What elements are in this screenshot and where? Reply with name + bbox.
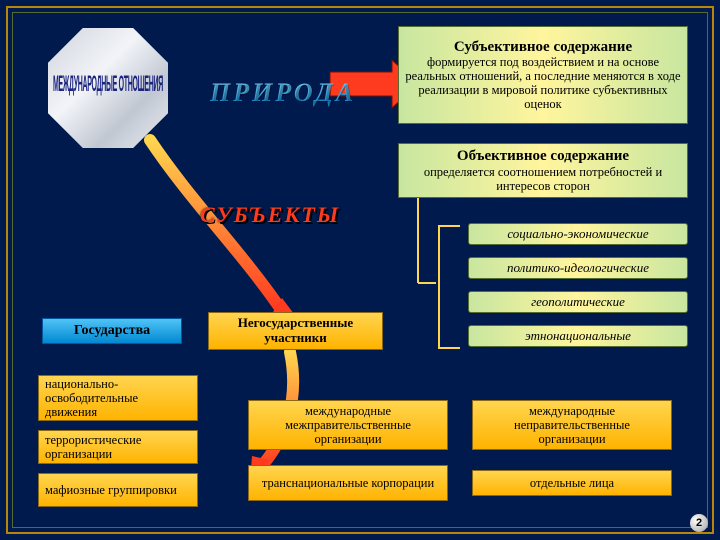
topic-octagon: МЕЖДУНАРОДНЫЕ ОТНОШЕНИЯ [48, 28, 168, 148]
box-states: Государства [42, 318, 182, 344]
page-number-badge: 2 [690, 514, 708, 532]
interest-item: социально-экономические [468, 223, 688, 245]
interest-item: политико-идеологические [468, 257, 688, 279]
box-subjective: Субъективное содержание формируется под … [398, 26, 688, 124]
subjective-title: Субъективное содержание [454, 39, 632, 56]
subjective-body: формируется под воздействием и на основе… [405, 55, 681, 111]
objective-body: определяется соотношением потребностей и… [405, 165, 681, 193]
bottom-grid-item: международные неправительственные органи… [472, 400, 672, 450]
left-list-item: мафиозные группировки [38, 473, 198, 507]
objective-title: Объективное содержание [457, 148, 629, 165]
bottom-grid-item: отдельные лица [472, 470, 672, 496]
label-subjects: СУБЪЕКТЫ [200, 202, 340, 228]
left-list-item: террористические организации [38, 430, 198, 464]
slide-canvas: МЕЖДУНАРОДНЫЕ ОТНОШЕНИЯ ПРИРОДА СУБЪЕКТЫ… [0, 0, 720, 540]
label-priroda: ПРИРОДА [210, 78, 356, 108]
box-nonstate: Негосударственные участники [208, 312, 383, 350]
bottom-grid-item: международные межправительственные орган… [248, 400, 448, 450]
box-objective: Объективное содержание определяется соот… [398, 143, 688, 198]
interest-item: этнонациональные [468, 325, 688, 347]
interests-bracket [438, 225, 460, 349]
left-list-item: национально-освободительные движения [38, 375, 198, 421]
octagon-label: МЕЖДУНАРОДНЫЕ ОТНОШЕНИЯ [53, 85, 163, 92]
bottom-grid-item: транснациональные корпорации [248, 465, 448, 501]
interest-item: геополитические [468, 291, 688, 313]
